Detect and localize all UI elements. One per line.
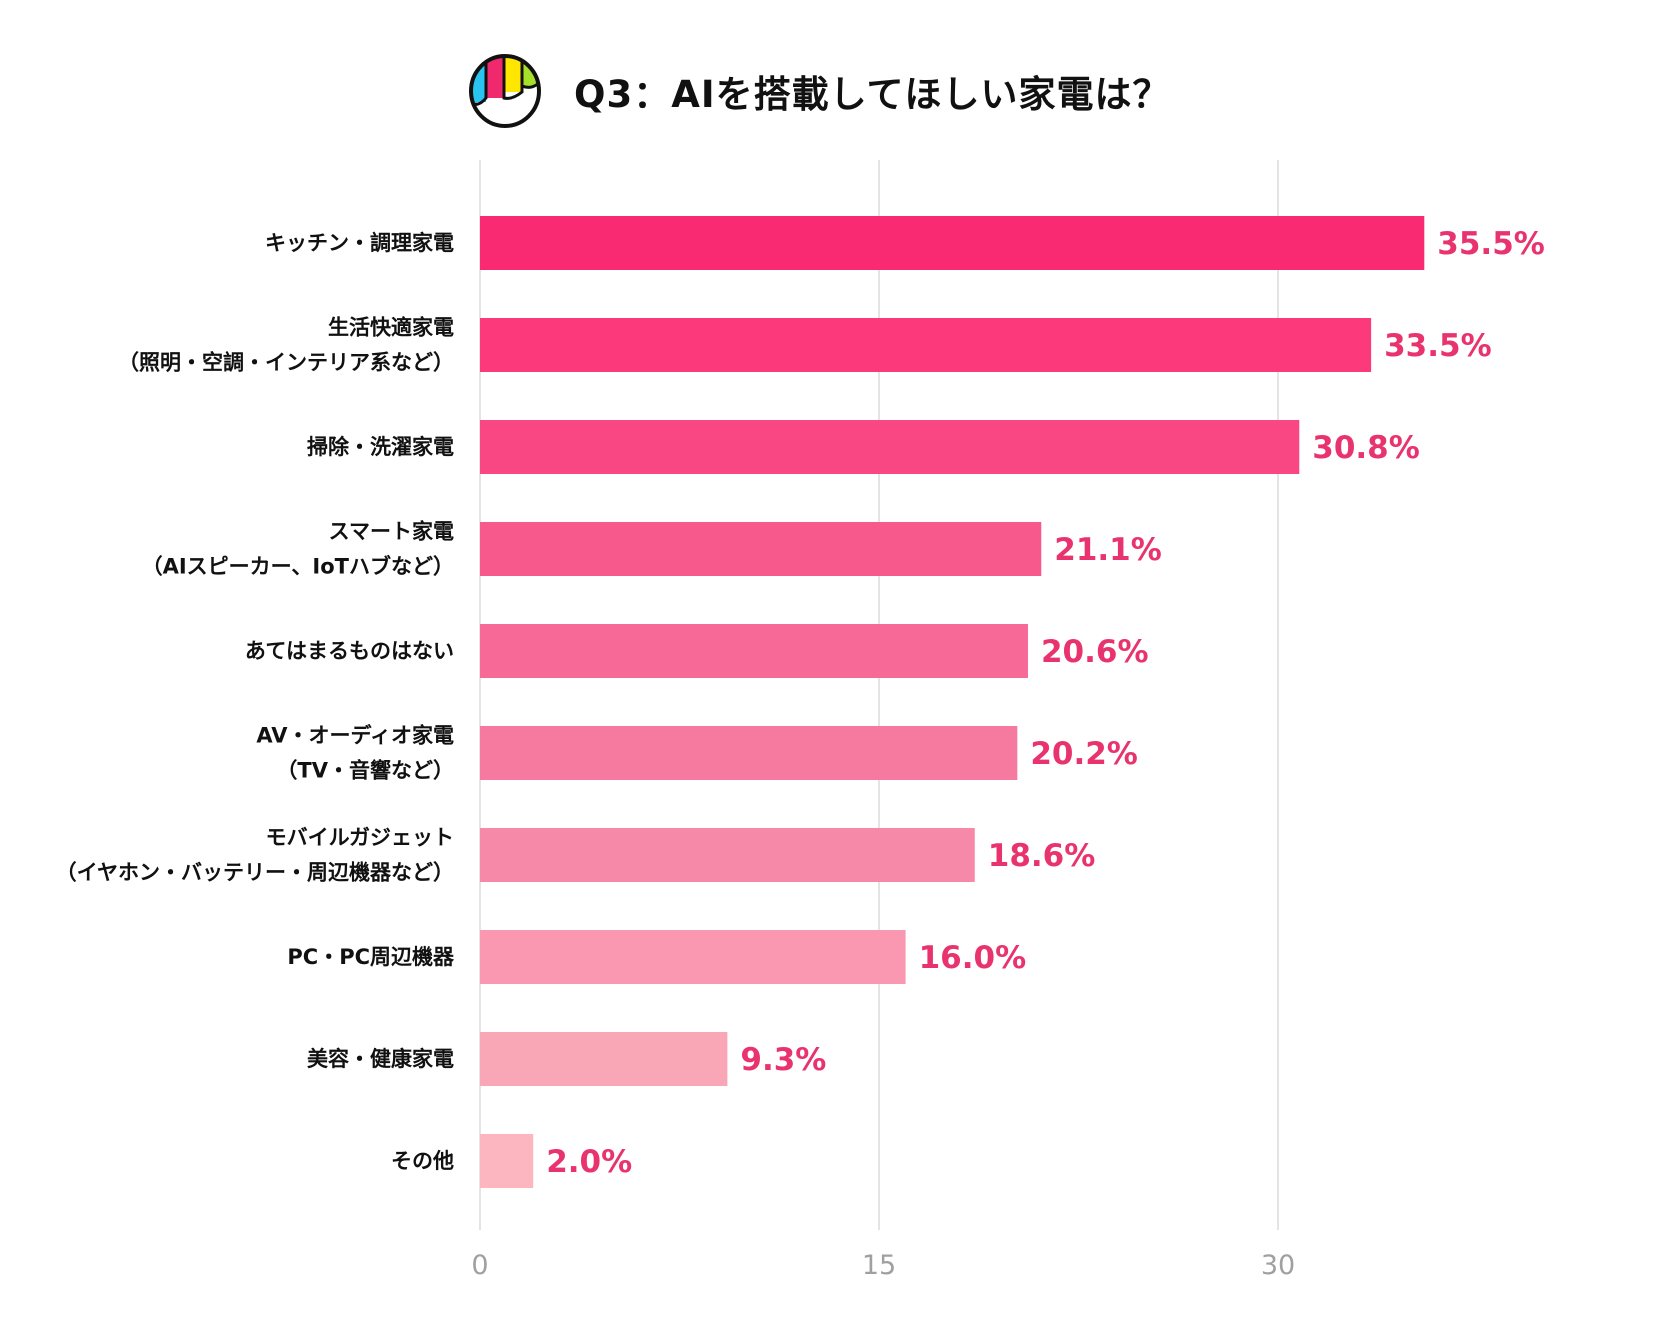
category-label: モバイルガジェット: [266, 826, 454, 850]
x-tick-label: 0: [471, 1250, 488, 1281]
bar: [480, 420, 1300, 474]
category-label: 掃除・洗濯家電: [307, 435, 454, 459]
chart-title: Q3：AIを搭載してほしい家電は？: [574, 73, 1171, 116]
bar: [480, 216, 1425, 270]
value-label: 16.0%: [919, 940, 1027, 976]
category-label: キッチン・調理家電: [265, 231, 454, 255]
category-label: （イヤホン・バッテリー・周辺機器など）: [56, 861, 454, 885]
value-label: 2.0%: [546, 1144, 632, 1180]
category-label: AV・オーディオ家電: [256, 724, 454, 748]
bar: [480, 930, 906, 984]
value-label: 20.6%: [1041, 634, 1149, 670]
category-label: （TV・音響など）: [276, 759, 454, 783]
category-label: PC・PC周辺機器: [287, 945, 455, 969]
value-label: 21.1%: [1054, 532, 1162, 568]
category-label: その他: [391, 1149, 454, 1173]
bar: [480, 726, 1018, 780]
bar: [480, 522, 1042, 576]
value-label: 33.5%: [1384, 328, 1492, 364]
category-label: 美容・健康家電: [307, 1047, 454, 1071]
category-label: （照明・空調・インテリア系など）: [118, 351, 454, 375]
x-tick-label: 30: [1261, 1250, 1295, 1281]
value-label: 30.8%: [1312, 430, 1420, 466]
value-label: 20.2%: [1030, 736, 1138, 772]
category-label: 生活快適家電: [328, 316, 454, 340]
value-label: 18.6%: [988, 838, 1096, 874]
category-label: スマート家電: [329, 520, 454, 544]
value-label: 35.5%: [1437, 226, 1545, 262]
bar: [480, 318, 1372, 372]
category-label: （AIスピーカー、IoTハブなど）: [142, 555, 454, 579]
bar: [480, 624, 1028, 678]
bar: [480, 1134, 534, 1188]
value-label: 9.3%: [740, 1042, 826, 1078]
bar: [480, 828, 975, 882]
category-label: あてはまるものはない: [245, 639, 454, 663]
x-tick-label: 15: [862, 1250, 896, 1281]
logo-icon: [469, 54, 541, 128]
chart-header: Q3：AIを搭載してほしい家電は？: [466, 52, 1171, 130]
bar: [480, 1032, 728, 1086]
